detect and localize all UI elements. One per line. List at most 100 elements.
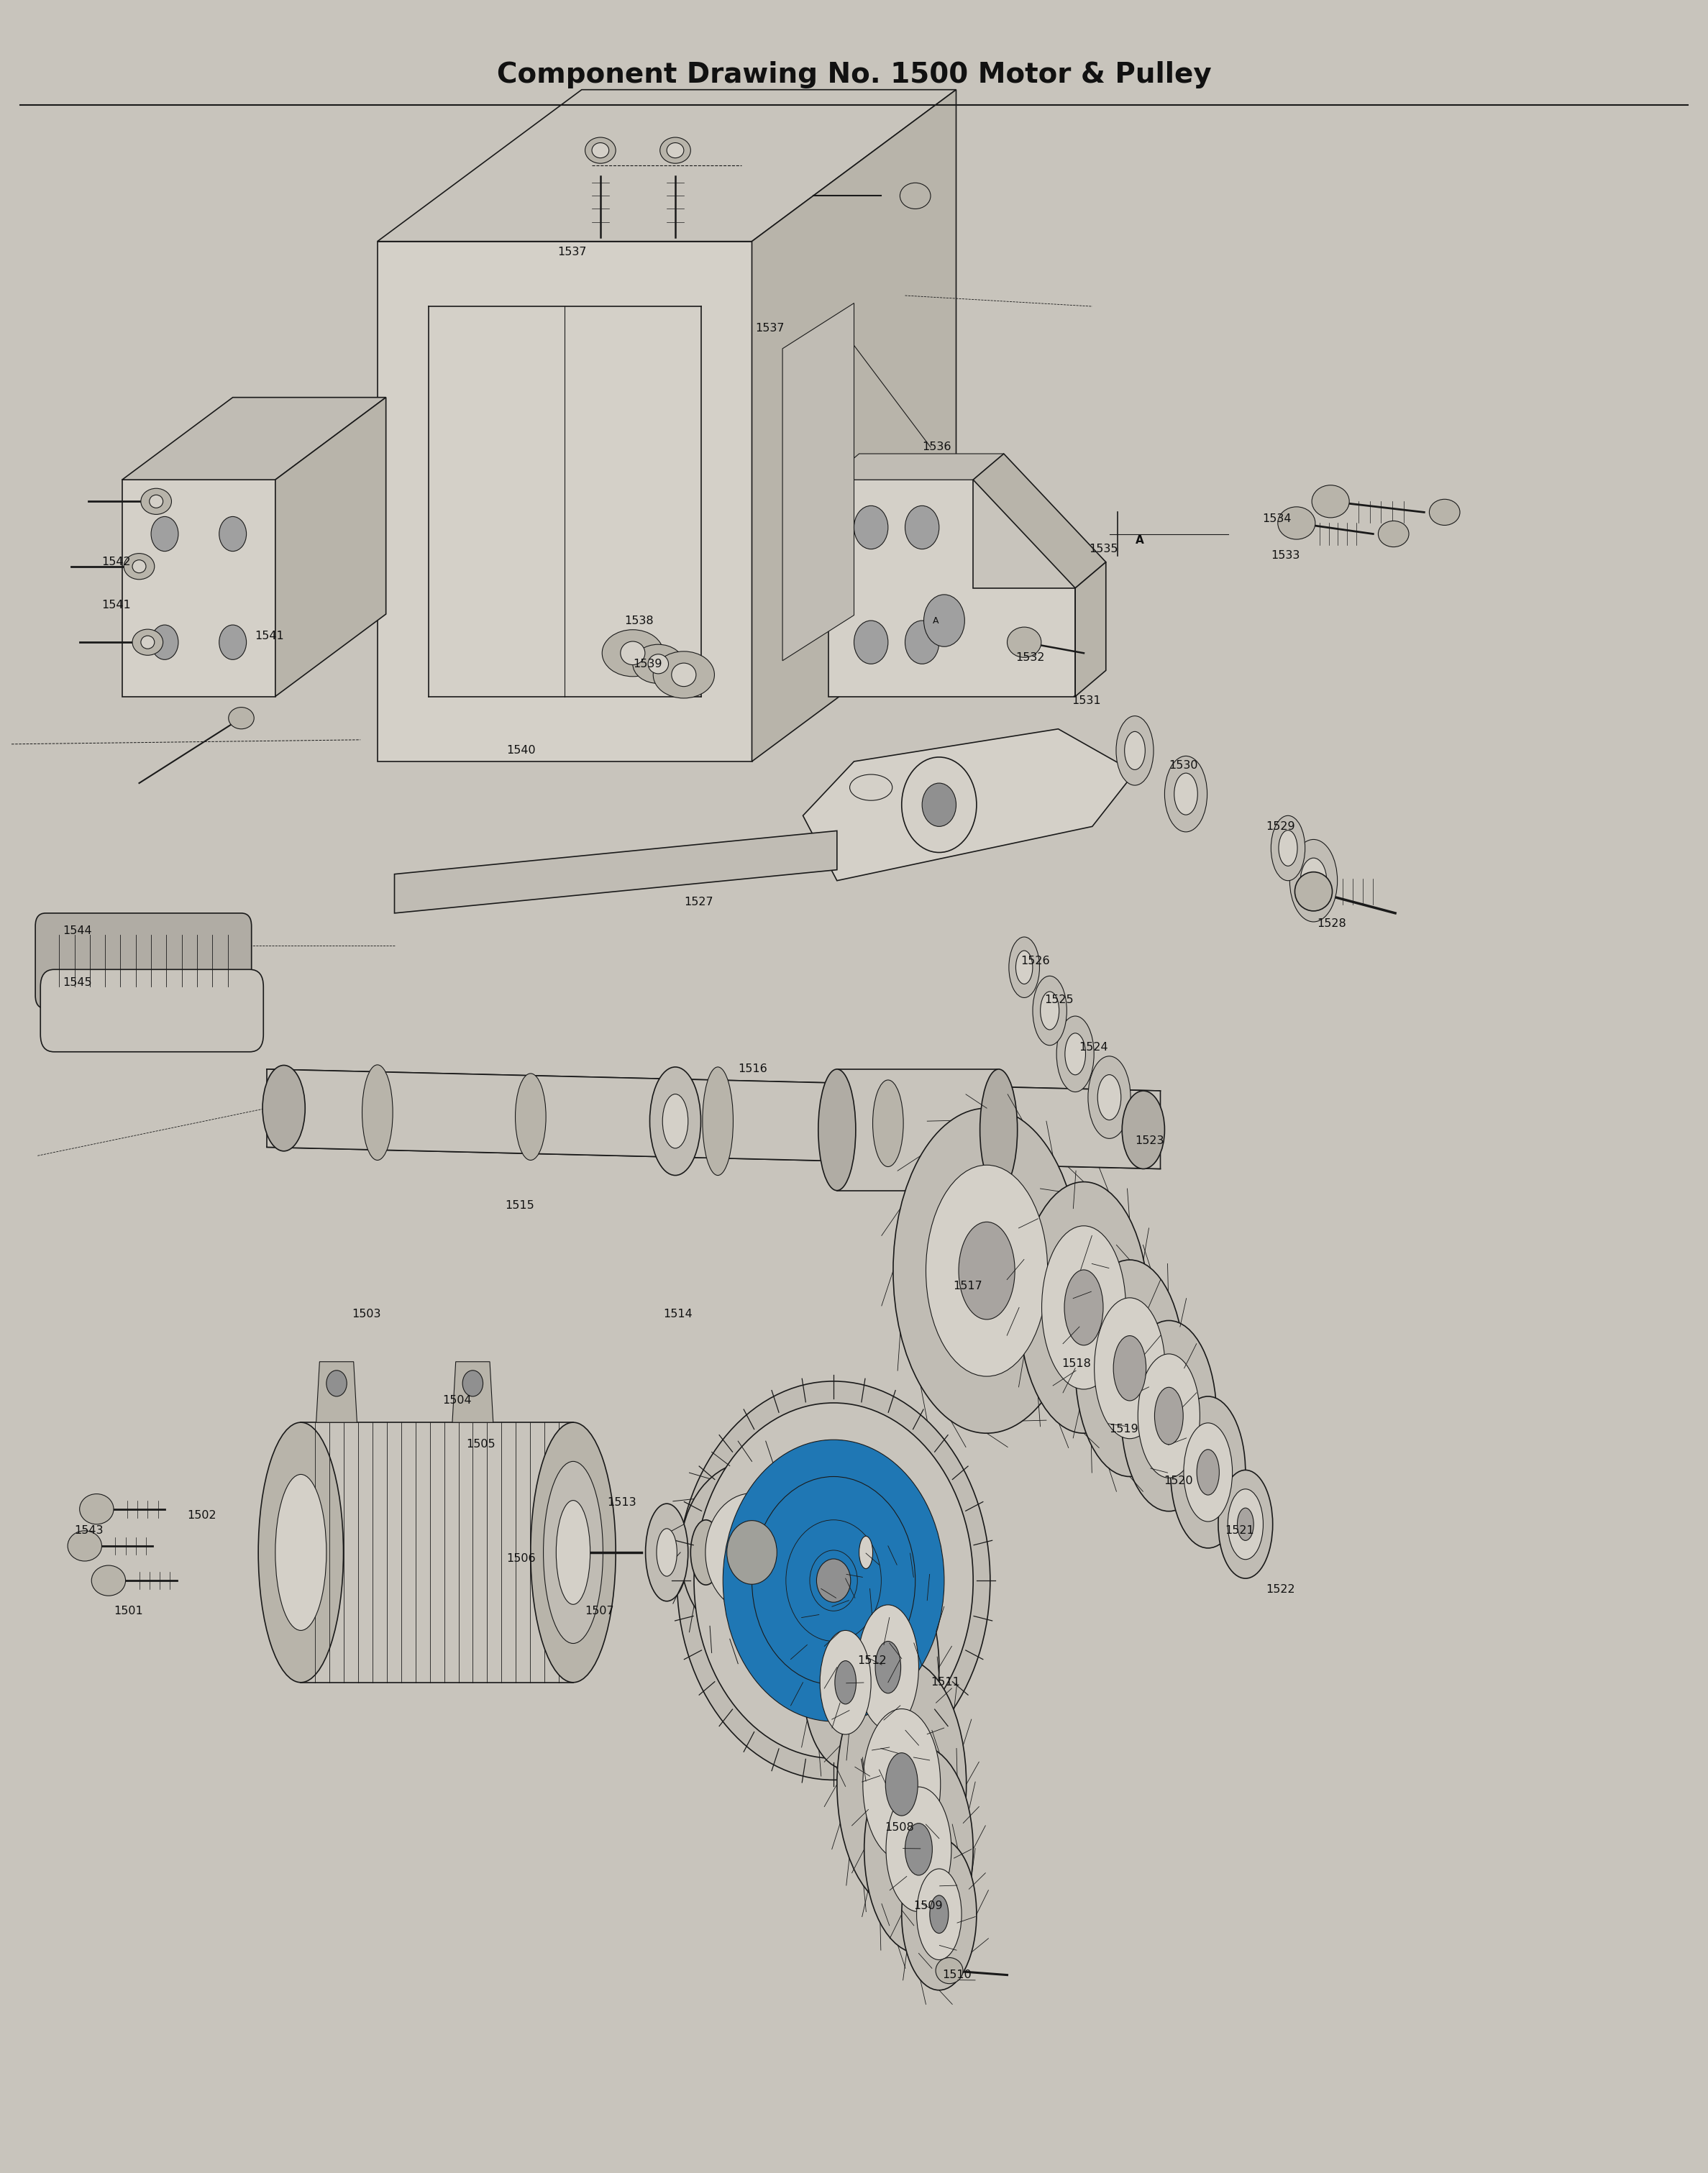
Text: 1501: 1501 (114, 1606, 143, 1617)
Circle shape (905, 506, 939, 550)
Ellipse shape (1040, 991, 1059, 1030)
Text: 1528: 1528 (1317, 919, 1346, 930)
Text: 1530: 1530 (1168, 761, 1197, 771)
Circle shape (219, 626, 246, 661)
Ellipse shape (837, 1658, 967, 1910)
Circle shape (752, 1478, 915, 1684)
Polygon shape (316, 1362, 357, 1423)
Ellipse shape (1066, 1032, 1086, 1076)
Circle shape (810, 1549, 857, 1610)
Ellipse shape (1237, 1508, 1254, 1541)
Circle shape (326, 1371, 347, 1397)
Text: 1535: 1535 (1090, 543, 1119, 554)
Ellipse shape (1124, 732, 1144, 769)
Text: 1521: 1521 (1225, 1525, 1254, 1536)
Ellipse shape (1098, 1076, 1120, 1119)
Ellipse shape (818, 1069, 856, 1191)
Circle shape (680, 1462, 823, 1643)
Polygon shape (803, 728, 1134, 880)
Ellipse shape (864, 1745, 974, 1954)
Ellipse shape (557, 1499, 591, 1604)
Circle shape (924, 595, 965, 648)
Text: 1541: 1541 (254, 630, 284, 641)
Ellipse shape (1228, 1489, 1264, 1560)
Ellipse shape (1042, 1226, 1126, 1389)
Ellipse shape (820, 1630, 871, 1734)
Ellipse shape (1088, 1056, 1131, 1139)
Circle shape (786, 1519, 881, 1641)
Ellipse shape (671, 663, 697, 687)
Ellipse shape (632, 645, 683, 684)
Text: 1541: 1541 (102, 600, 132, 611)
Ellipse shape (1300, 858, 1327, 904)
Text: 1537: 1537 (559, 248, 588, 259)
Ellipse shape (837, 1562, 939, 1771)
Ellipse shape (1064, 1269, 1103, 1345)
Ellipse shape (874, 1641, 900, 1693)
Ellipse shape (140, 489, 171, 515)
Ellipse shape (531, 1423, 615, 1682)
Circle shape (219, 517, 246, 552)
Ellipse shape (885, 1754, 917, 1817)
Ellipse shape (1095, 1297, 1165, 1439)
Text: 1539: 1539 (632, 658, 663, 669)
Polygon shape (828, 454, 1004, 480)
Ellipse shape (659, 137, 690, 163)
Ellipse shape (936, 1958, 963, 1984)
Circle shape (722, 1441, 945, 1721)
Ellipse shape (1016, 950, 1033, 984)
Ellipse shape (863, 1708, 941, 1860)
Ellipse shape (1114, 1336, 1146, 1402)
Ellipse shape (980, 1069, 1018, 1191)
Text: 1518: 1518 (1062, 1358, 1091, 1369)
Text: 1513: 1513 (608, 1497, 637, 1508)
Ellipse shape (1122, 1091, 1165, 1169)
Ellipse shape (92, 1565, 126, 1595)
Ellipse shape (1165, 756, 1208, 832)
Text: 1537: 1537 (755, 322, 784, 332)
Text: 1543: 1543 (75, 1525, 104, 1536)
Ellipse shape (1008, 628, 1042, 658)
Text: 1525: 1525 (1045, 995, 1074, 1006)
Ellipse shape (886, 1786, 951, 1912)
Ellipse shape (1279, 830, 1298, 867)
Text: 1510: 1510 (943, 1969, 972, 1980)
Text: 1545: 1545 (63, 978, 92, 989)
Circle shape (150, 626, 178, 661)
Polygon shape (377, 89, 956, 241)
Ellipse shape (1057, 1017, 1095, 1091)
Text: 1520: 1520 (1163, 1475, 1192, 1486)
Circle shape (902, 756, 977, 852)
Ellipse shape (229, 706, 254, 728)
Ellipse shape (603, 630, 663, 676)
Ellipse shape (543, 1462, 603, 1643)
Ellipse shape (1271, 815, 1305, 880)
Ellipse shape (905, 1823, 933, 1875)
Ellipse shape (958, 1221, 1015, 1319)
Text: 1540: 1540 (507, 745, 536, 756)
Ellipse shape (132, 561, 145, 574)
Ellipse shape (649, 1067, 700, 1176)
Text: 1502: 1502 (186, 1510, 215, 1521)
Text: 1526: 1526 (1021, 956, 1050, 967)
Text: 1534: 1534 (1262, 513, 1291, 524)
Circle shape (676, 1382, 991, 1780)
Circle shape (816, 1558, 851, 1602)
Ellipse shape (1155, 1386, 1184, 1445)
Text: 1503: 1503 (352, 1308, 381, 1319)
Circle shape (905, 621, 939, 665)
Text: A: A (933, 615, 939, 626)
Circle shape (922, 782, 956, 826)
Text: 1515: 1515 (506, 1199, 535, 1210)
Text: 1509: 1509 (914, 1899, 943, 1910)
Ellipse shape (516, 1073, 547, 1160)
Text: 1544: 1544 (63, 926, 92, 937)
Text: 1522: 1522 (1266, 1584, 1295, 1595)
Polygon shape (752, 89, 956, 761)
Circle shape (150, 517, 178, 552)
Ellipse shape (275, 1475, 326, 1630)
Ellipse shape (1278, 506, 1315, 539)
Ellipse shape (1430, 500, 1460, 526)
Text: 1542: 1542 (102, 556, 132, 567)
Circle shape (705, 1493, 798, 1612)
